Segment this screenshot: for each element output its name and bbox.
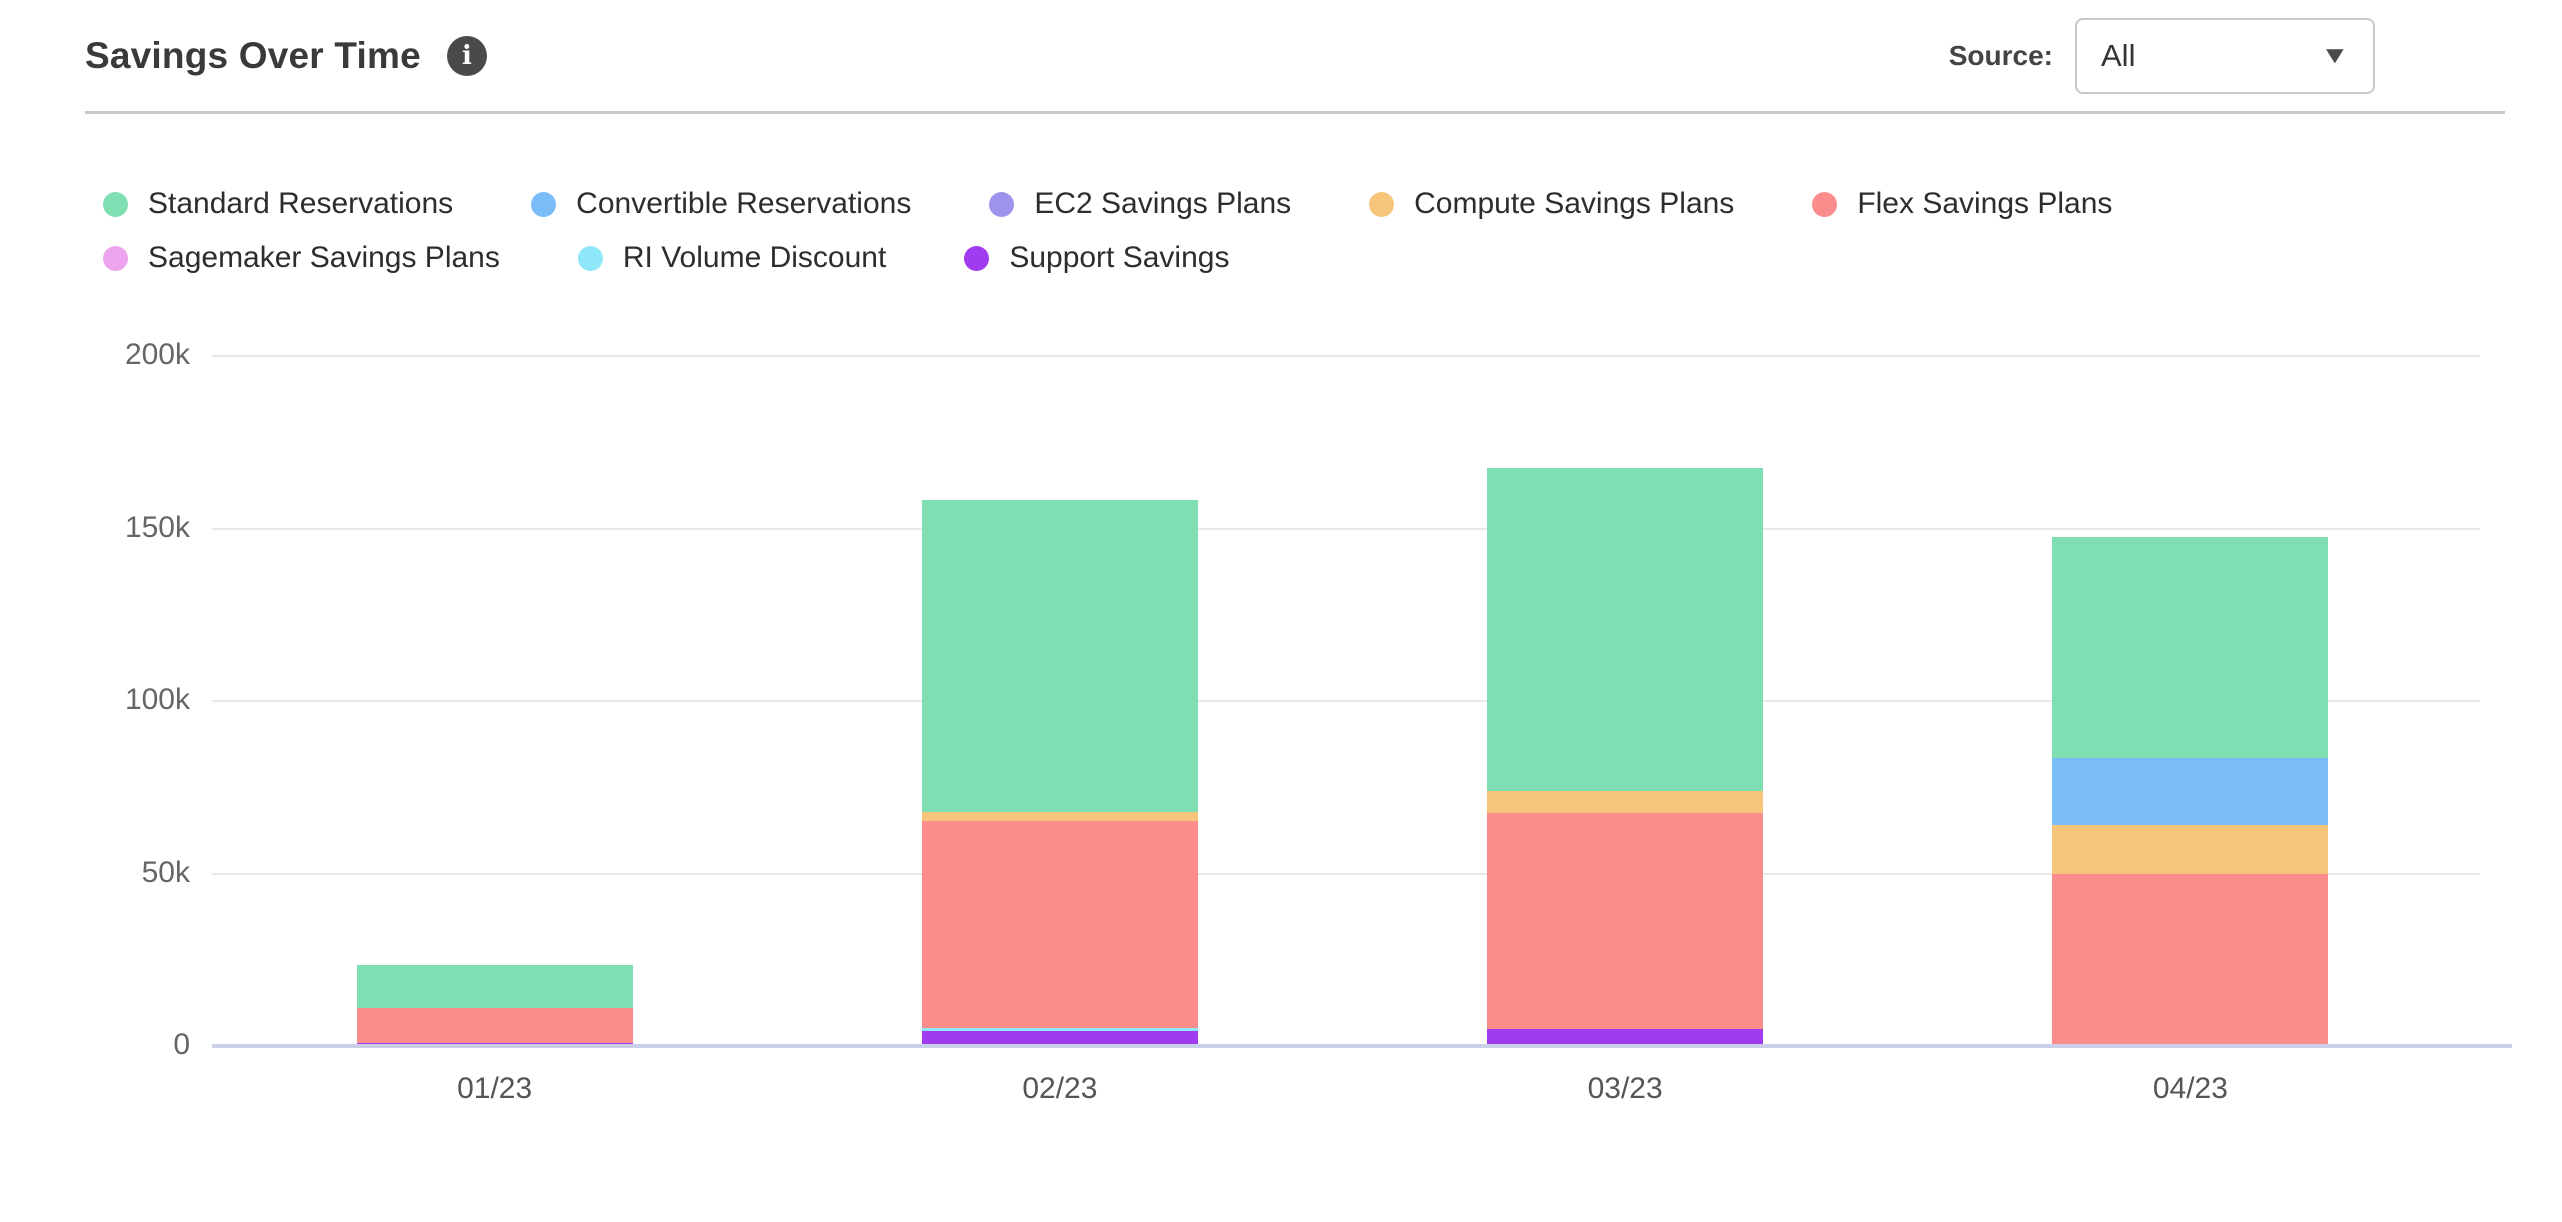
legend-label: Convertible Reservations	[576, 187, 912, 220]
page-title: Savings Over Time	[85, 34, 421, 76]
legend-item-flex-savings-plans[interactable]: Flex Savings Plans	[1812, 186, 2112, 222]
bar-segment-02-23-support-savings[interactable]	[921, 1031, 1198, 1046]
bar-segment-03-23-flex-savings-plans[interactable]	[1487, 813, 1764, 1029]
bar-segment-04-23-flex-savings-plans[interactable]	[2052, 873, 2329, 1046]
legend-label: Flex Savings Plans	[1857, 187, 2113, 220]
legend-swatch-icon	[531, 191, 557, 217]
legend-item-ec2-savings-plans[interactable]: EC2 Savings Plans	[989, 186, 1291, 222]
source-label: Source:	[1948, 39, 2053, 71]
bar-segment-04-23-standard-reservations[interactable]	[2052, 537, 2329, 758]
source-selected-value: All	[2101, 37, 2136, 73]
legend-item-sagemaker-savings-plans[interactable]: Sagemaker Savings Plans	[103, 240, 500, 276]
x-axis-tick-label: 03/23	[1587, 1072, 1663, 1105]
bar-segment-04-23-compute-savings-plans[interactable]	[2052, 825, 2329, 874]
gridline	[212, 700, 2480, 702]
legend-swatch-icon	[577, 245, 603, 271]
y-axis-tick-label: 200k	[124, 338, 190, 371]
bar-segment-02-23-standard-reservations[interactable]	[921, 499, 1198, 813]
y-axis-tick-label: 0	[173, 1028, 190, 1061]
bar-segment-02-23-ri-volume-discount[interactable]	[921, 1027, 1198, 1032]
stacked-bar-chart: 0 50k 100k 150k 200k 01/23 02/23 03/23 04/23	[125, 338, 2512, 1105]
legend-label: Standard Reservations	[148, 187, 454, 220]
legend-swatch-icon	[1369, 191, 1395, 217]
legend-swatch-icon	[989, 191, 1015, 217]
legend-item-standard-reservations[interactable]: Standard Reservations	[103, 186, 453, 222]
bar-segment-03-23-support-savings[interactable]	[1487, 1028, 1764, 1046]
legend-swatch-icon	[964, 245, 990, 271]
chart-legend: Standard Reservations Convertible Reserva…	[103, 186, 2343, 276]
gridline	[212, 527, 2480, 530]
legend-item-ri-volume-discount[interactable]: RI Volume Discount	[577, 240, 887, 276]
bar-segment-03-23-standard-reservations[interactable]	[1487, 468, 1764, 791]
y-axis-tick-label: 50k	[141, 855, 190, 889]
legend-label: Sagemaker Savings Plans	[148, 241, 500, 274]
header-divider	[85, 111, 2505, 114]
legend-swatch-icon	[1812, 191, 1838, 217]
legend-label: Compute Savings Plans	[1414, 187, 1735, 220]
x-axis-tick-label: 02/23	[1022, 1072, 1098, 1105]
bar-segment-03-23-compute-savings-plans[interactable]	[1487, 790, 1764, 814]
bar-segment-01-23-flex-savings-plans[interactable]	[356, 1008, 633, 1043]
x-axis-tick-label: 01/23	[457, 1072, 533, 1105]
bar-segment-02-23-compute-savings-plans[interactable]	[921, 812, 1198, 821]
y-axis-tick-label: 100k	[124, 683, 190, 716]
source-select[interactable]: All ▼	[2075, 17, 2375, 94]
legend-label: EC2 Savings Plans	[1034, 187, 1292, 220]
legend-swatch-icon	[103, 245, 128, 271]
gridline	[212, 872, 2480, 875]
x-axis-line	[212, 1044, 2512, 1048]
x-axis-tick-label: 04/23	[2152, 1072, 2228, 1105]
y-axis-tick-label: 150k	[124, 510, 190, 544]
bar-segment-02-23-flex-savings-plans[interactable]	[921, 820, 1198, 1028]
bar-segment-04-23-convertible-reservations[interactable]	[2052, 757, 2329, 826]
gridline	[212, 355, 2480, 357]
bar-segment-01-23-standard-reservations[interactable]	[356, 964, 633, 1009]
card-header: Savings Over Time i Source: All ▼	[0, 0, 2562, 114]
info-icon[interactable]: i	[446, 35, 487, 76]
legend-item-convertible-reservations[interactable]: Convertible Reservations	[531, 186, 911, 222]
legend-item-support-savings[interactable]: Support Savings	[964, 240, 1229, 276]
legend-item-compute-savings-plans[interactable]: Compute Savings Plans	[1369, 186, 1734, 222]
legend-label: Support Savings	[1009, 241, 1230, 274]
chevron-down-icon: ▼	[2320, 41, 2350, 69]
legend-label: RI Volume Discount	[622, 241, 887, 274]
legend-swatch-icon	[103, 191, 128, 217]
